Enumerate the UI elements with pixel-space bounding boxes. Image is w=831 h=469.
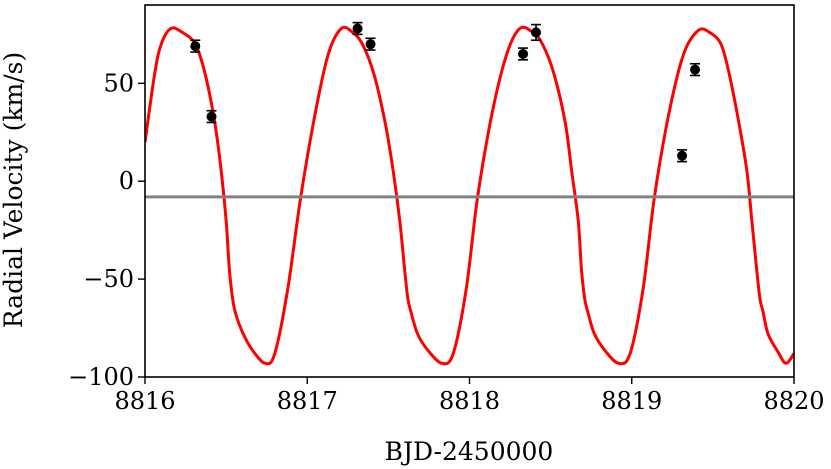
x-axis-title: BJD-2450000 <box>385 437 554 466</box>
x-tick-label: 8817 <box>277 387 338 415</box>
plot-frame <box>144 4 795 378</box>
data-point-marker <box>365 39 376 50</box>
data-point-marker <box>352 23 363 34</box>
observation-point <box>206 109 217 124</box>
y-tick-label: 50 <box>103 69 134 97</box>
observation-point <box>531 23 542 42</box>
model-layer <box>145 25 794 366</box>
y-tick-label: −100 <box>68 363 134 391</box>
data-point-marker <box>690 64 701 75</box>
observations-layer <box>190 21 701 163</box>
observation-point <box>190 39 201 53</box>
plot-frame-layer <box>144 4 795 378</box>
y-tick-label: −50 <box>83 265 134 293</box>
observation-point <box>690 62 701 77</box>
data-point-marker <box>531 27 542 38</box>
data-point-marker <box>677 150 688 161</box>
y-ticks-layer: −100 −50 0 50 <box>68 69 145 391</box>
x-ticks-layer: 8816 8817 8818 8819 8820 <box>114 377 825 415</box>
x-tick-label: 8816 <box>114 387 175 415</box>
data-point-marker <box>206 111 217 122</box>
y-tick-label: 0 <box>119 167 134 195</box>
data-point-marker <box>518 48 529 59</box>
observation-point <box>352 21 363 36</box>
observation-point <box>365 37 376 51</box>
data-point-marker <box>190 41 201 52</box>
observation-point <box>518 47 529 61</box>
x-tick-label: 8820 <box>763 387 824 415</box>
model-curve <box>145 25 794 366</box>
x-tick-label: 8819 <box>601 387 662 415</box>
x-tick-label: 8818 <box>439 387 500 415</box>
y-axis-title: Radial Velocity (km/s) <box>0 52 28 328</box>
observation-point <box>677 149 688 163</box>
